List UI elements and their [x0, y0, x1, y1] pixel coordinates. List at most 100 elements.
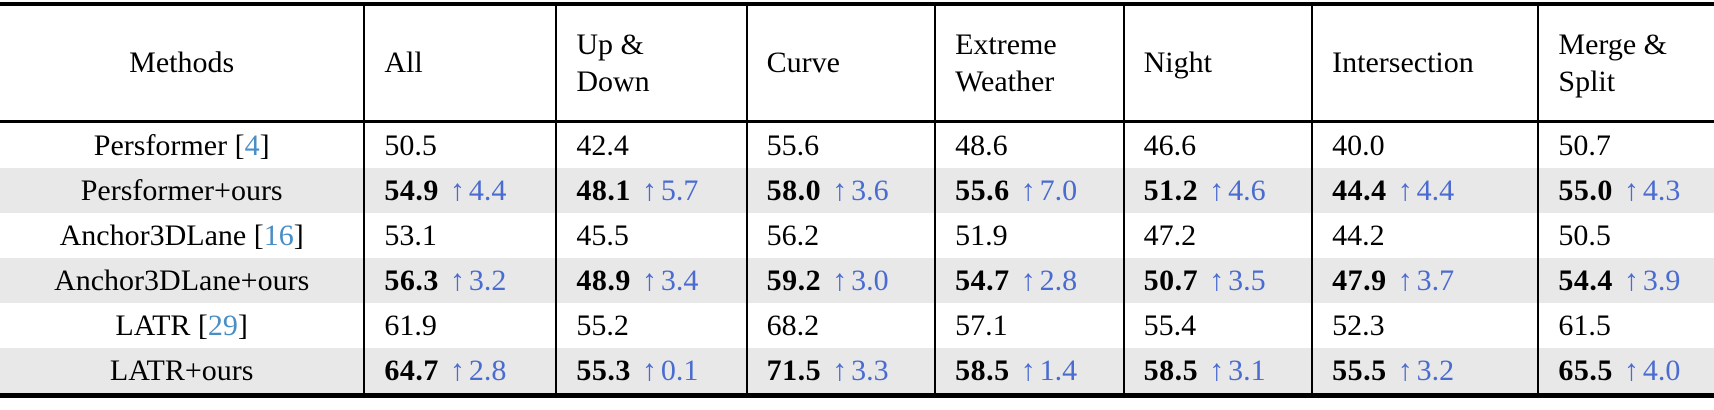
- gain-up-arrow-icon: ↑: [641, 263, 657, 297]
- cell-up-down: 55.2: [555, 303, 745, 348]
- metric-value: 47.2: [1143, 218, 1197, 252]
- method-name: Anchor3DLane: [59, 218, 247, 252]
- method-cell: Anchor3DLane+ours: [0, 258, 363, 303]
- table-row-latr: LATR [29] 61.9 55.2 68.2 57.1 55.4 52.3 61.5: [0, 303, 1714, 348]
- metric-value: 51.2: [1143, 173, 1199, 207]
- cell-extreme-weather: 57.1: [934, 303, 1123, 348]
- cell-curve: 68.2: [745, 303, 935, 348]
- gain-up-arrow-icon: ↑: [832, 173, 848, 207]
- metric-value: 51.9: [955, 218, 1008, 252]
- metric-value: 44.2: [1332, 218, 1385, 252]
- gain-up-arrow-icon: ↑: [1397, 173, 1413, 207]
- method-name: Anchor3DLane+ours: [54, 263, 310, 297]
- metric-value: 48.9: [576, 263, 631, 297]
- cell-all: 56.3 ↑ 3.2: [363, 258, 555, 303]
- metric-value: 61.9: [384, 308, 437, 342]
- metric-value: 58.5: [955, 353, 1010, 387]
- cell-intersection: 40.0: [1311, 123, 1537, 168]
- gain-up-arrow-icon: ↑: [1623, 173, 1639, 207]
- gain-value: 2.8: [1039, 263, 1078, 297]
- gain-value: 4.6: [1228, 173, 1266, 207]
- gain-up-arrow-icon: ↑: [1209, 353, 1225, 387]
- gain-value: 4.3: [1642, 173, 1681, 207]
- cell-all: 54.9 ↑ 4.4: [363, 168, 555, 213]
- gain-value: 3.3: [851, 353, 889, 387]
- metric-value: 65.5: [1558, 353, 1613, 387]
- cell-curve: 59.2 ↑ 3.0: [745, 258, 935, 303]
- metric-value: 59.2: [766, 263, 822, 297]
- method-cell: LATR+ours: [0, 348, 363, 393]
- method-name: LATR+ours: [109, 353, 254, 387]
- metric-value: 71.5: [766, 353, 822, 387]
- metric-value: 56.2: [766, 218, 820, 252]
- table-row-anchor3dlane-ours: Anchor3DLane+ours 56.3 ↑ 3.2 48.9 ↑ 3.4 59.2 ↑ 3.…: [0, 258, 1714, 303]
- column-header-curve: Curve: [745, 6, 935, 120]
- cell-curve: 71.5 ↑ 3.3: [745, 348, 935, 393]
- gain-value: 3.0: [851, 263, 889, 297]
- metric-value: 58.0: [766, 173, 822, 207]
- cell-all: 61.9: [363, 303, 555, 348]
- metric-value: 50.7: [1143, 263, 1199, 297]
- column-header-label: Methods: [129, 46, 235, 80]
- metric-value: 54.9: [384, 173, 439, 207]
- citation-link[interactable]: 4: [244, 128, 260, 162]
- method-name: Persformer+ours: [80, 173, 283, 207]
- cell-intersection: 47.9 ↑ 3.7: [1311, 258, 1537, 303]
- metric-value: 56.3: [384, 263, 439, 297]
- table-row-persformer-ours: Persformer+ours 54.9 ↑ 4.4 48.1 ↑ 5.7 58.0 ↑ 3.6 5…: [0, 168, 1714, 213]
- cell-intersection: 44.4 ↑ 4.4: [1311, 168, 1537, 213]
- cell-night: 51.2 ↑ 4.6: [1122, 168, 1312, 213]
- column-header-label: Up & Down: [576, 27, 650, 99]
- cell-up-down: 48.9 ↑ 3.4: [555, 258, 745, 303]
- cell-extreme-weather: 58.5 ↑ 1.4: [934, 348, 1123, 393]
- metric-value: 50.5: [384, 128, 437, 162]
- table-body: Persformer [4] 50.5 42.4 55.6 48.6 46.6 40.0 50…: [0, 123, 1714, 393]
- gain-up-arrow-icon: ↑: [832, 353, 848, 387]
- column-header-label: Merge & Split: [1558, 27, 1667, 99]
- citation-link[interactable]: 16: [263, 218, 294, 252]
- gain-value: 3.5: [1228, 263, 1266, 297]
- column-header-intersection: Intersection: [1311, 6, 1537, 120]
- column-header-label: Curve: [766, 46, 840, 80]
- gain-up-arrow-icon: ↑: [1209, 173, 1225, 207]
- method-name: LATR: [115, 308, 191, 342]
- table-row-latr-ours: LATR+ours 64.7 ↑ 2.8 55.3 ↑ 0.1 71.5 ↑ 3.3 58.5 ↑ 1.…: [0, 348, 1714, 393]
- metric-value: 50.7: [1558, 128, 1611, 162]
- cell-intersection: 44.2: [1311, 213, 1537, 258]
- cell-all: 53.1: [363, 213, 555, 258]
- gain-up-arrow-icon: ↑: [1020, 353, 1036, 387]
- metric-value: 50.5: [1558, 218, 1611, 252]
- column-header-merge-split: Merge & Split: [1537, 6, 1714, 120]
- cell-night: 58.5 ↑ 3.1: [1122, 348, 1312, 393]
- cell-merge-split: 50.5: [1537, 213, 1714, 258]
- header-row: Methods All Up & Down Curve Extreme Weather N…: [0, 6, 1714, 120]
- metric-value: 54.7: [955, 263, 1010, 297]
- gain-value: 7.0: [1039, 173, 1078, 207]
- metric-value: 55.6: [955, 173, 1010, 207]
- cell-night: 46.6: [1122, 123, 1312, 168]
- metric-value: 55.3: [576, 353, 631, 387]
- gain-up-arrow-icon: ↑: [641, 353, 657, 387]
- metric-value: 53.1: [384, 218, 437, 252]
- metric-value: 54.4: [1558, 263, 1613, 297]
- column-header-extreme-weather: Extreme Weather: [934, 6, 1123, 120]
- metric-value: 55.0: [1558, 173, 1613, 207]
- gain-value: 5.7: [660, 173, 699, 207]
- bottom-rule: [0, 393, 1714, 398]
- column-header-label: Extreme Weather: [955, 27, 1057, 99]
- column-header-label: All: [384, 46, 423, 80]
- gain-value: 3.2: [1416, 353, 1455, 387]
- gain-value: 1.4: [1039, 353, 1078, 387]
- cell-merge-split: 61.5: [1537, 303, 1714, 348]
- gain-up-arrow-icon: ↑: [1397, 353, 1413, 387]
- cell-merge-split: 65.5 ↑ 4.0: [1537, 348, 1714, 393]
- method-cell: Persformer+ours: [0, 168, 363, 213]
- citation-link[interactable]: 29: [207, 308, 238, 342]
- gain-value: 4.0: [1642, 353, 1681, 387]
- column-header-night: Night: [1122, 6, 1312, 120]
- metric-value: 42.4: [576, 128, 629, 162]
- gain-value: 3.9: [1642, 263, 1681, 297]
- metric-value: 55.5: [1332, 353, 1387, 387]
- cell-night: 55.4: [1122, 303, 1312, 348]
- method-cell: Anchor3DLane [16]: [59, 218, 304, 252]
